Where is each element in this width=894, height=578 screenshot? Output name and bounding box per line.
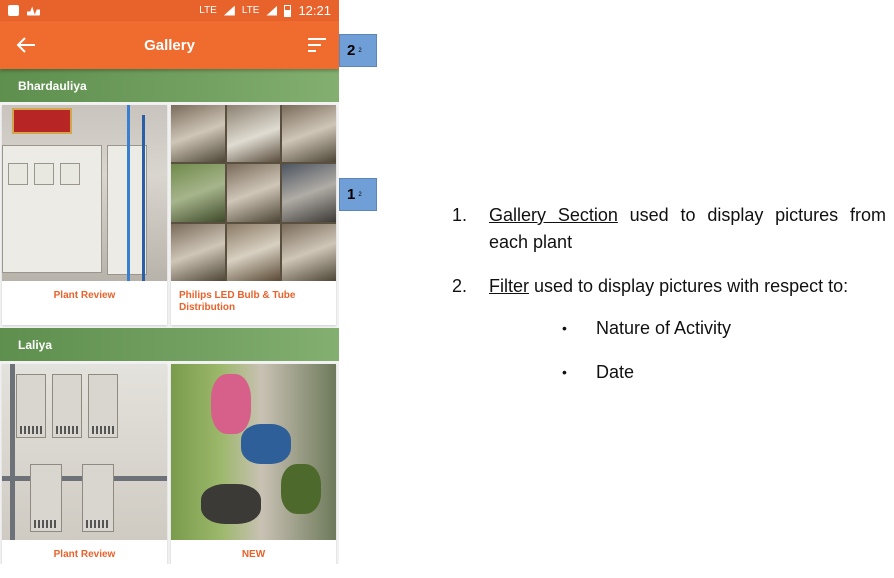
gallery-image[interactable] — [171, 105, 336, 281]
bullet-dot-icon: • — [562, 320, 567, 336]
gallery-card[interactable]: Plant Review — [2, 364, 167, 564]
bullet-text: Date — [596, 362, 635, 382]
section-header-bhardauliya: Bhardauliya — [0, 69, 339, 102]
note-number: 1. — [452, 205, 468, 225]
phone-screen: LTE LTE 12:21 Gallery Bhardauliya — [0, 0, 339, 564]
card-label: Philips LED Bulb & Tube Distribution — [179, 290, 296, 313]
app-bar: Gallery — [0, 21, 339, 69]
gallery-card[interactable]: Philips LED Bulb & Tube Distribution — [171, 105, 336, 325]
bullet-item: • Nature of Activity — [562, 315, 886, 342]
note-key: Gallery Section — [489, 205, 618, 225]
gallery-card[interactable]: NEW — [171, 364, 336, 564]
bullet-list: • Nature of Activity • Date — [562, 315, 886, 386]
note-item: 2. Filter used to display pictures with … — [452, 273, 886, 300]
gallery-image[interactable] — [2, 105, 167, 281]
sort-filter-icon[interactable] — [307, 37, 327, 53]
gallery-image[interactable] — [171, 364, 336, 540]
gallery-card[interactable]: Plant Review — [2, 105, 167, 325]
network-label-1: LTE — [199, 5, 217, 16]
battery-icon — [284, 4, 292, 17]
note-text: Gallery Section used to display pictures… — [489, 202, 886, 256]
callout-number: 1 — [347, 186, 356, 203]
notes-panel: 1. Gallery Section used to display pictu… — [452, 202, 886, 403]
gallery-image[interactable] — [2, 364, 167, 540]
callout-sub: 2 — [358, 47, 362, 54]
section-header-laliya: Laliya — [0, 328, 339, 361]
gallery-grid: Plant Review NEW — [0, 361, 339, 564]
note-text: Filter used to display pictures with res… — [489, 273, 886, 300]
signal-icon — [223, 5, 235, 16]
activity-icon — [27, 6, 40, 16]
note-key: Filter — [489, 276, 529, 296]
note-description: used to display pictures from each plant — [489, 205, 886, 252]
card-label: NEW — [241, 549, 266, 560]
notification-icon — [8, 5, 19, 16]
card-label: Plant Review — [53, 549, 116, 560]
callout-number: 2 — [347, 42, 356, 59]
network-label-2: LTE — [241, 5, 260, 16]
bullet-dot-icon: • — [562, 364, 567, 380]
note-number: 2. — [452, 276, 468, 296]
status-bar: LTE LTE 12:21 — [0, 0, 339, 21]
bullet-item: • Date — [562, 359, 886, 386]
status-time: 12:21 — [298, 3, 331, 18]
signal-icon-2 — [266, 5, 278, 16]
page-title: Gallery — [144, 36, 195, 54]
gallery-grid: Plant Review Philips LED Bulb & Tube Dis… — [0, 102, 339, 328]
note-description: used to display pictures with respect to… — [529, 276, 849, 296]
card-label: Plant Review — [53, 290, 116, 301]
bullet-text: Nature of Activity — [596, 318, 732, 338]
arrow-left-icon[interactable] — [16, 36, 36, 54]
note-item: 1. Gallery Section used to display pictu… — [452, 202, 886, 256]
callout-sub: 2 — [358, 191, 362, 198]
